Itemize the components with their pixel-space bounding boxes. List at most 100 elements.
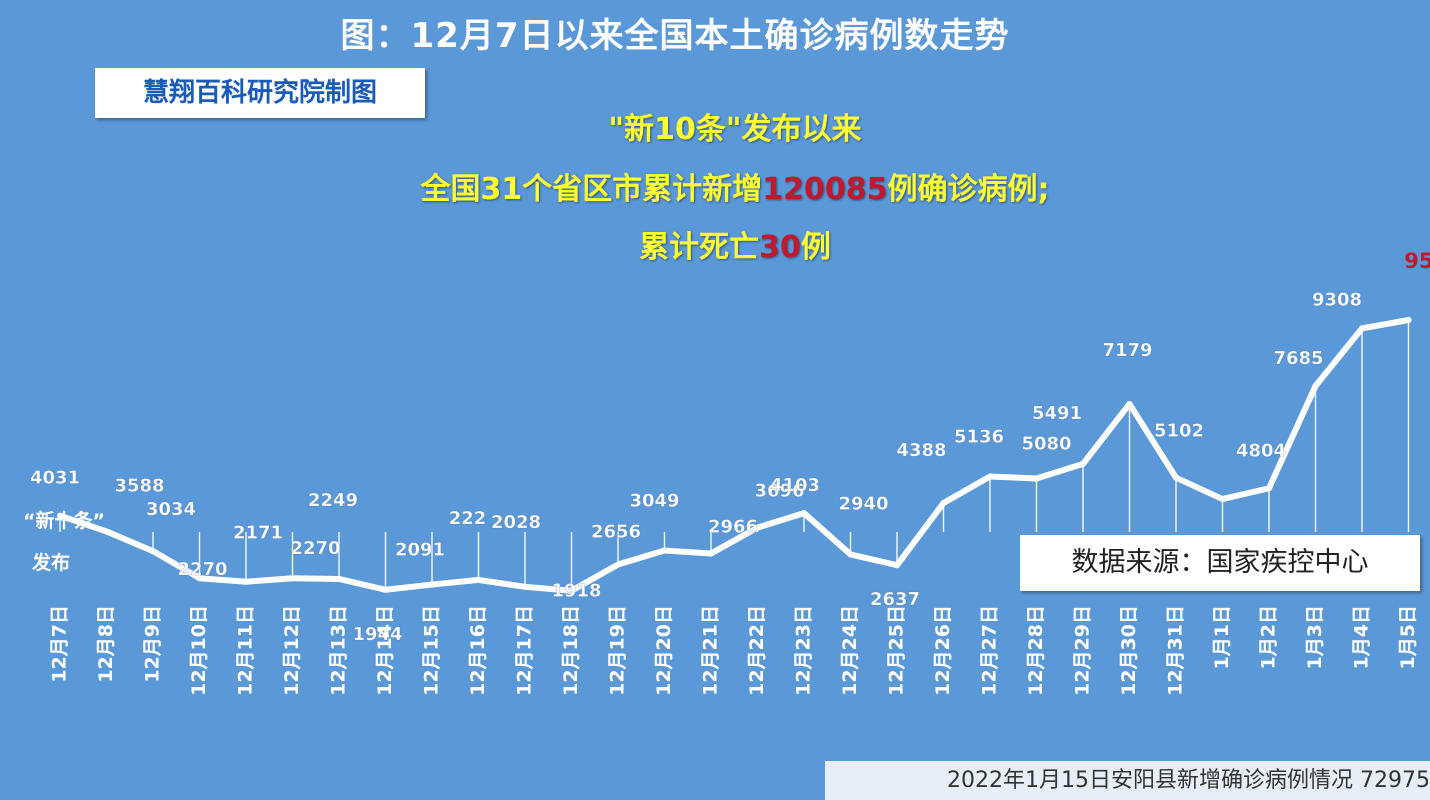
data-point: [801, 510, 807, 517]
data-label: 9543: [1404, 249, 1430, 273]
data-label: 5491: [1032, 403, 1082, 424]
footer-bar: 2022年1月15日安阳县新增确诊病例情况 72975: [825, 761, 1430, 800]
data-point: [847, 551, 854, 558]
x-tick-label: 12月30日: [1118, 605, 1140, 696]
x-tick-label: 12月26日: [932, 605, 954, 696]
data-label: 2270: [290, 538, 340, 559]
data-point: [243, 578, 249, 585]
x-tick-label: 12月12日: [281, 605, 303, 696]
release-annotation-line-1: “新十条”: [23, 509, 105, 532]
data-point: [1359, 325, 1365, 332]
data-point: [382, 586, 389, 593]
data-point: [987, 473, 993, 480]
data-label: 4031: [30, 468, 80, 489]
x-tick-label: 12月27日: [979, 605, 1001, 696]
data-point: [1312, 382, 1319, 389]
data-label: 4103: [770, 475, 820, 496]
x-tick-label: 12月22日: [746, 605, 768, 696]
page-title: 图：12月7日以来全国本土确诊病例数走势: [340, 16, 1010, 56]
data-point: [1126, 400, 1133, 407]
summary-total-deaths: 30: [759, 230, 801, 265]
x-tick-label: 12月9日: [142, 605, 164, 683]
data-label: 3696: [754, 481, 804, 502]
x-tick-label: 12月19日: [607, 605, 629, 696]
x-tick-label: 1月5日: [1397, 605, 1419, 669]
source-label: 数据来源：国家疾控中心: [1071, 547, 1369, 578]
data-point: [336, 575, 342, 582]
summary-total-cases: 120085: [762, 172, 888, 207]
x-tick-label: 1月2日: [1258, 605, 1280, 669]
data-label: 7179: [1102, 340, 1152, 361]
series-line: [57, 317, 1412, 594]
data-label: 2637: [870, 589, 920, 610]
x-tick-label: 12月20日: [653, 605, 675, 696]
data-label: 1944: [352, 624, 402, 645]
data-label: 2091: [395, 540, 445, 561]
data-label: 5102: [1154, 421, 1204, 442]
data-label: 9308: [1312, 289, 1362, 310]
x-tick-label: 12月8日: [95, 605, 117, 683]
org-label-box: 慧翔百科研究院制图: [95, 68, 425, 118]
data-label: 4388: [896, 440, 946, 461]
x-tick-label: 12月13日: [328, 605, 350, 696]
data-label: 2270: [177, 559, 227, 580]
data-point: [522, 583, 528, 590]
data-point: [661, 547, 668, 554]
data-point: [940, 500, 947, 507]
data-point: [429, 581, 435, 588]
data-label: 2171: [233, 523, 283, 544]
data-point: [103, 528, 110, 535]
summary-death-suffix: 例: [800, 230, 831, 265]
x-tick-label: 12月21日: [700, 605, 722, 696]
data-label: 222: [449, 508, 487, 529]
summary-prefix: 全国31个省区市累计新增: [420, 172, 763, 207]
data-label: 3588: [114, 475, 164, 496]
summary-suffix: 例确诊病例;: [887, 172, 1050, 207]
data-point: [289, 575, 296, 582]
data-label: 4804: [1236, 440, 1286, 461]
release-annotation-line-2: 发布: [31, 551, 70, 574]
data-point: [1219, 496, 1226, 503]
summary-line-2: 全国31个省区市累计新增120085例确诊病例;: [0, 164, 1430, 208]
data-label: 1918: [551, 581, 601, 602]
x-tick-label: 1月3日: [1304, 605, 1326, 669]
data-label: 5136: [954, 426, 1004, 447]
x-tick-label: 12月16日: [467, 605, 489, 696]
data-point: [1080, 460, 1086, 467]
data-point: [708, 550, 714, 557]
x-tick-label: 1月1日: [1211, 605, 1233, 669]
x-tick-label: 12月24日: [839, 605, 861, 696]
x-tick-label: 12月7日: [49, 605, 71, 683]
x-tick-label: 12月10日: [188, 605, 210, 696]
x-tick-label: 12月28日: [1025, 605, 1047, 696]
x-tick-label: 12月18日: [560, 605, 582, 696]
x-tick-label: 12月17日: [514, 605, 536, 696]
x-tick-label: 12月31日: [1165, 605, 1187, 696]
data-point: [615, 561, 621, 568]
x-tick-label: 12月29日: [1072, 605, 1094, 696]
x-tick-label: 12月23日: [793, 605, 815, 696]
summary-death-prefix: 累计死亡: [639, 230, 760, 265]
data-label: 2028: [491, 512, 541, 533]
data-point: [568, 587, 575, 594]
data-point: [1033, 475, 1040, 482]
data-label: 2249: [308, 490, 358, 511]
data-label: 2656: [591, 522, 641, 543]
footer-caption: 2022年1月15日安阳县新增确诊病例情况 72975: [947, 768, 1430, 793]
data-point: [196, 575, 203, 582]
x-tick-label: 12月15日: [421, 605, 443, 696]
data-label: 2966: [708, 517, 758, 538]
x-tick-label: 12月25日: [886, 605, 908, 696]
data-label: 3034: [146, 499, 196, 520]
data-label: 7685: [1273, 348, 1323, 369]
x-tick-label: 12月14日: [374, 605, 396, 696]
data-point: [1266, 485, 1272, 492]
org-label: 慧翔百科研究院制图: [142, 78, 377, 108]
data-point: [1405, 317, 1412, 324]
data-point: [57, 512, 63, 519]
source-box: 数据来源：国家疾控中心: [1020, 535, 1420, 591]
data-point: [1173, 474, 1179, 481]
data-label: 2940: [838, 493, 888, 514]
data-point: [475, 576, 482, 583]
